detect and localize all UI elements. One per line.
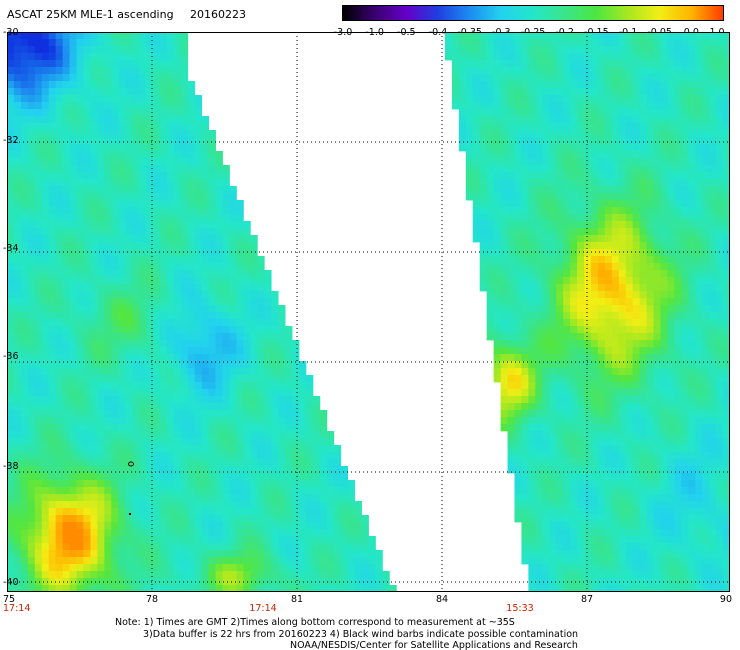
lat-lon-grid	[7, 32, 730, 592]
lon-tick-label: 75	[3, 594, 16, 605]
time-label: 17:14	[249, 603, 277, 614]
time-label: 15:33	[506, 603, 534, 614]
lat-tick-label: -40	[3, 577, 19, 588]
lat-tick-label: -32	[3, 135, 19, 146]
lat-tick-label: -30	[3, 27, 19, 38]
scatterometer-map	[7, 32, 730, 592]
date-label: 20160223	[190, 8, 246, 21]
note-line-3: NOAA/NESDIS/Center for Satellite Applica…	[290, 640, 578, 650]
product-title: ASCAT 25KM MLE-1 ascending	[7, 8, 174, 21]
lon-tick-label: 87	[580, 594, 594, 605]
colorbar	[342, 5, 724, 21]
lon-tick-label: 90	[719, 594, 732, 605]
lon-tick-label: 78	[145, 594, 159, 605]
colorbar-gradient	[343, 6, 723, 20]
map-frame	[7, 32, 730, 592]
time-label: 17:14	[3, 603, 31, 614]
lat-tick-label: -34	[3, 243, 19, 254]
lat-tick-label: -36	[3, 351, 19, 362]
contamination-mark	[129, 513, 131, 515]
contamination-mark	[128, 461, 134, 467]
note-line-1: Note: 1) Times are GMT 2)Times along bot…	[115, 617, 515, 628]
lat-tick-label: -38	[3, 461, 19, 472]
swath-cells	[7, 32, 730, 592]
lon-tick-label: 84	[435, 594, 449, 605]
lon-tick-label: 81	[290, 594, 304, 605]
note-line-2: 3)Data buffer is 22 hrs from 20160223 4)…	[143, 629, 579, 640]
